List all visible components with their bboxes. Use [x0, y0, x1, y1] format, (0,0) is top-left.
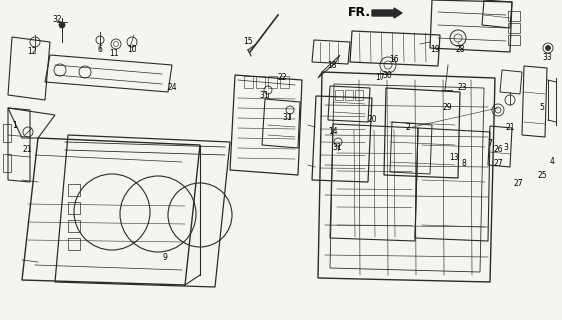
- Text: 23: 23: [457, 84, 467, 92]
- Bar: [68, 220, 80, 232]
- Text: 2: 2: [406, 124, 410, 132]
- Text: 10: 10: [127, 45, 137, 54]
- Bar: [68, 238, 80, 250]
- Text: 19: 19: [430, 45, 440, 54]
- Bar: [355, 90, 363, 100]
- Text: 13: 13: [449, 153, 459, 162]
- Text: 22: 22: [277, 74, 287, 83]
- Bar: [335, 90, 343, 100]
- Text: 24: 24: [167, 84, 177, 92]
- Text: 27: 27: [513, 180, 523, 188]
- Text: 17: 17: [375, 74, 385, 83]
- Text: 28: 28: [455, 45, 465, 54]
- Text: 16: 16: [389, 55, 399, 65]
- Bar: [280, 76, 289, 88]
- Text: 8: 8: [461, 158, 466, 167]
- Circle shape: [546, 45, 551, 51]
- Bar: [508, 23, 520, 33]
- Text: 14: 14: [328, 127, 338, 137]
- Text: 7: 7: [488, 139, 492, 148]
- Text: 20: 20: [367, 116, 377, 124]
- Text: 9: 9: [162, 253, 167, 262]
- Bar: [268, 76, 277, 88]
- Text: 32: 32: [52, 15, 62, 25]
- Bar: [508, 11, 520, 21]
- Text: 31: 31: [259, 92, 269, 100]
- Text: 33: 33: [542, 53, 552, 62]
- Bar: [3, 124, 11, 142]
- Text: FR.: FR.: [348, 6, 371, 20]
- Circle shape: [59, 22, 65, 28]
- Text: 5: 5: [540, 102, 545, 111]
- Text: 31: 31: [282, 114, 292, 123]
- Text: 21: 21: [22, 145, 31, 154]
- Text: 25: 25: [537, 171, 547, 180]
- Text: 31: 31: [332, 143, 342, 153]
- Bar: [345, 90, 353, 100]
- Text: 4: 4: [550, 157, 555, 166]
- Text: 15: 15: [243, 37, 253, 46]
- Text: 26: 26: [493, 146, 503, 155]
- Text: 6: 6: [98, 45, 102, 54]
- Text: 29: 29: [442, 103, 452, 113]
- Text: 11: 11: [109, 49, 119, 58]
- Text: 3: 3: [504, 143, 509, 153]
- FancyArrow shape: [372, 8, 402, 18]
- Text: 21: 21: [505, 124, 515, 132]
- Text: 30: 30: [382, 71, 392, 81]
- Bar: [256, 76, 265, 88]
- Text: 12: 12: [27, 47, 37, 57]
- Text: 1: 1: [12, 121, 17, 130]
- Bar: [68, 202, 80, 214]
- Bar: [244, 76, 253, 88]
- Text: 18: 18: [327, 60, 337, 69]
- Text: 27: 27: [493, 158, 503, 167]
- Bar: [68, 184, 80, 196]
- Bar: [3, 154, 11, 172]
- Bar: [508, 35, 520, 45]
